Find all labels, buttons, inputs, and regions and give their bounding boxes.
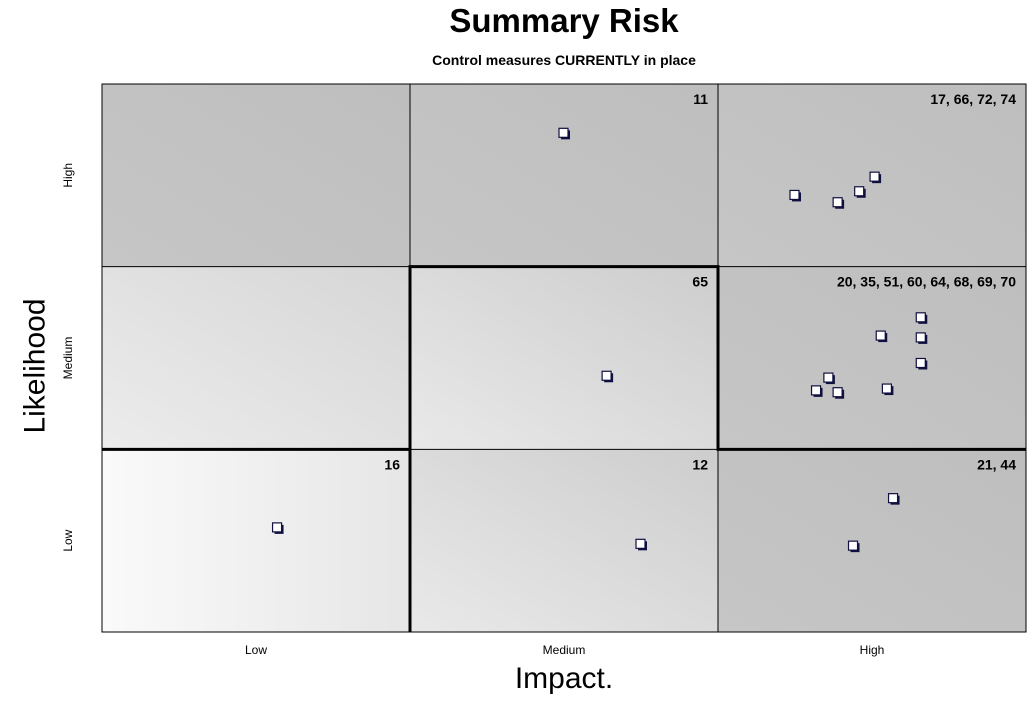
cell-low-impact-high-likelihood [102,84,410,267]
x-tick-label-low: Low [245,643,267,657]
chart-subtitle: Control measures CURRENTLY in place [432,52,696,68]
data-point [915,312,928,324]
data-point [869,171,882,184]
cell-high-impact-high-likelihood-label: 17, 66, 72, 74 [930,91,1016,107]
cell-medium-impact-low-likelihood [410,449,718,632]
y-tick-label-medium: Medium [61,337,75,380]
x-axis-title: Impact. [514,662,614,695]
cell-high-impact-low-likelihood [718,449,1026,632]
data-point [915,332,928,344]
risk-boundary-line [102,265,1026,632]
data-point [832,387,845,399]
x-tick-label-medium: Medium [543,643,586,657]
data-point [635,538,647,551]
cell-low-impact-medium-likelihood [102,266,410,450]
cell-medium-impact-high-likelihood [410,84,718,267]
cell-medium-impact-high-likelihood-label: 11 [693,91,708,107]
data-point [789,189,801,202]
cell-medium-impact-medium-likelihood [410,266,718,450]
cell-medium-impact-medium-likelihood-label: 65 [692,274,708,290]
data-point [875,330,888,343]
data-point [271,522,284,534]
data-point [601,370,614,383]
data-point [881,383,894,396]
y-tick-label-high: High [61,163,75,188]
data-point [915,357,928,370]
y-tick-label-low: Low [61,529,75,551]
y-axis-title: Likelihood [14,100,58,632]
data-point [558,127,570,140]
data-point [847,540,860,553]
cell-low-impact-low-likelihood [102,449,410,632]
cell-medium-impact-low-likelihood-label: 12 [692,456,708,472]
cell-high-impact-low-likelihood-label: 21, 44 [977,456,1016,472]
plot-frame [101,83,1027,633]
cell-high-impact-medium-likelihood-label: 20, 35, 51, 60, 64, 68, 69, 70 [837,274,1016,290]
data-point [810,385,823,397]
cell-low-impact-low-likelihood-label: 16 [384,456,400,472]
cell-high-impact-medium-likelihood [718,266,1026,450]
data-point [832,197,845,209]
chart-title: Summary Risk [449,2,679,39]
y-axis-title-text: Likelihood [19,298,53,434]
data-point [823,372,835,385]
data-point [887,493,900,505]
x-tick-label-high: High [860,643,885,657]
data-point [854,186,866,198]
